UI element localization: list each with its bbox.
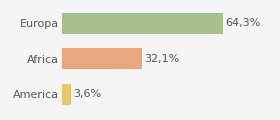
- Bar: [62, 12, 223, 34]
- Bar: [62, 84, 71, 105]
- Bar: [62, 48, 142, 69]
- Text: 3,6%: 3,6%: [73, 89, 101, 99]
- Text: 64,3%: 64,3%: [225, 18, 260, 28]
- Text: 32,1%: 32,1%: [144, 54, 180, 64]
